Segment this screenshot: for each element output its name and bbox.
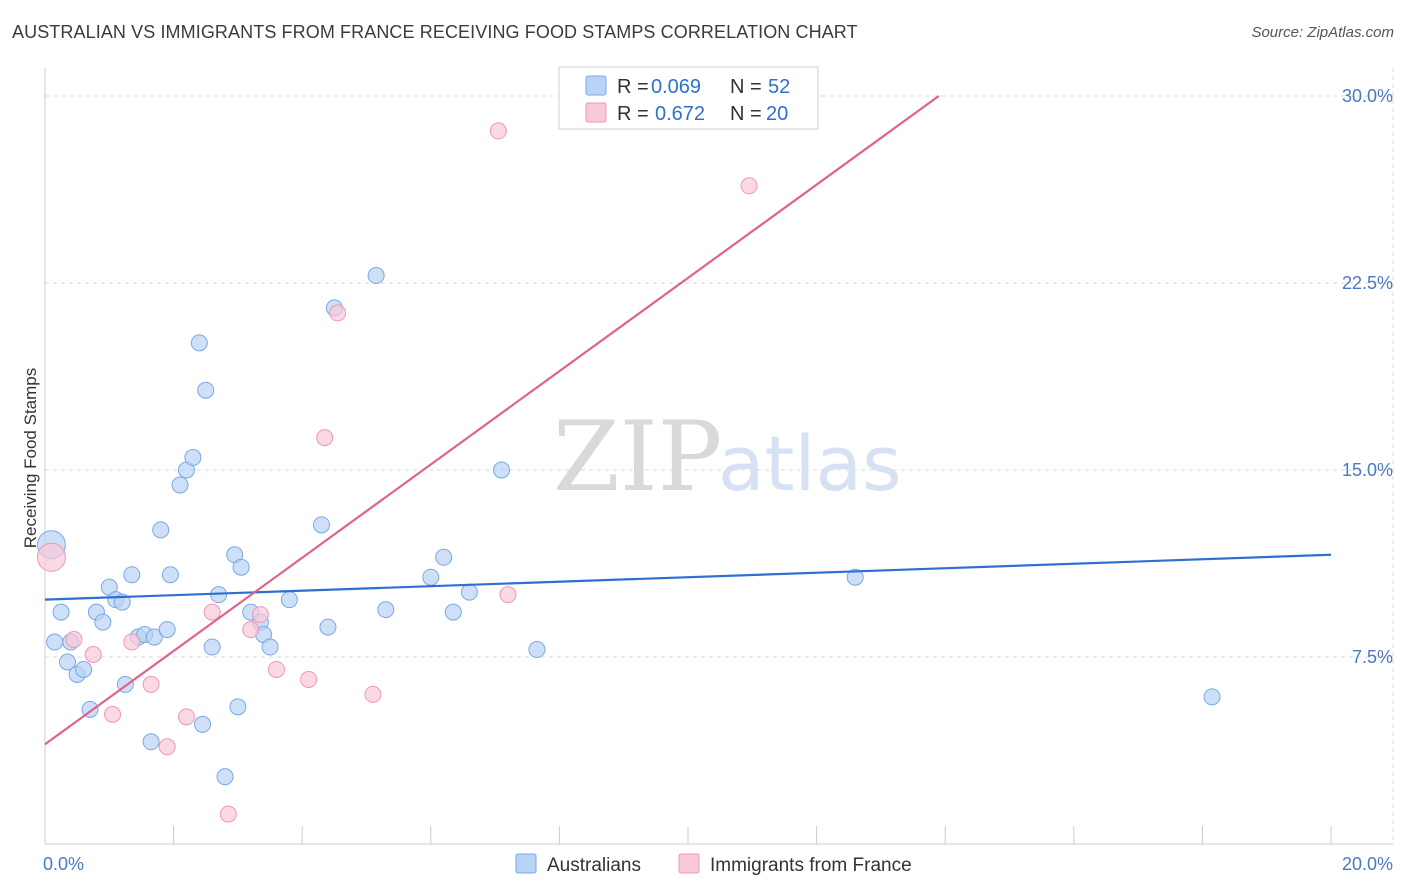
point-france-6 [158,738,176,756]
grid-lines [45,68,1394,844]
point-france-17 [489,122,507,140]
point-australians-25 [190,334,208,352]
series-legend-swatch-australians [515,853,537,874]
point-australians-50 [846,568,864,586]
point-australians-26 [194,715,212,733]
point-australians-3 [59,653,77,671]
point-australians-49 [528,641,546,659]
stats-legend: R = 0.069 N = 52 R = 0.672 N = 20 [558,66,819,130]
legend-n-value-1: 52 [768,76,790,98]
point-australians-22 [171,476,189,494]
point-france-19 [740,177,758,195]
legend-n-label-1: N = [730,76,762,98]
point-australians-21 [161,566,179,584]
point-france-0 [36,542,66,572]
series-legend-swatch-france [678,853,700,874]
point-australians-9 [94,613,112,631]
watermark-zip: ZIP [553,401,722,513]
point-france-4 [123,633,141,651]
point-australians-38 [280,591,298,609]
y-tick-label-2: 22.5% [1342,273,1393,293]
x-tick-label-1: 20.0% [1342,854,1393,874]
point-australians-45 [435,548,453,566]
y-tick-label-1: 15.0% [1342,460,1393,480]
point-france-13 [300,670,318,688]
legend-n-label-2: N = [730,103,762,125]
point-france-8 [203,603,221,621]
point-australians-18 [145,628,163,646]
point-australians-51 [1203,688,1221,706]
y-tick-label-3: 30.0% [1342,86,1393,106]
trend-lines [44,95,1332,746]
point-australians-30 [216,768,234,786]
trend-line-australians [44,553,1332,601]
legend-r-value-2: 0.672 [655,103,705,125]
y-axis-label: Receiving Food Stamps [21,368,40,548]
watermark: ZIP atlas [553,401,902,513]
point-australians-46 [444,603,462,621]
series-legend-label-france: Immigrants from France [710,855,912,876]
point-france-5 [142,675,160,693]
chart-title: AUSTRALIAN VS IMMIGRANTS FROM FRANCE REC… [12,22,858,42]
point-australians-27 [197,381,215,399]
y-tick-label-0: 7.5% [1352,647,1393,667]
legend-swatch-france [585,102,607,123]
legend-r-label-2: R = [617,103,649,125]
series-legend: Australians Immigrants from France [515,853,912,876]
point-france-2 [84,646,102,664]
point-australians-6 [75,660,93,678]
watermark-atlas: atlas [718,419,902,508]
legend-n-value-2: 20 [766,103,788,125]
point-australians-37 [261,638,279,656]
point-australians-24 [184,449,202,467]
point-france-16 [364,685,382,703]
x-tick-label-0: 0.0% [43,854,84,874]
point-france-11 [251,606,269,624]
point-france-3 [104,705,122,723]
point-australians-14 [123,566,141,584]
point-australians-2 [52,603,70,621]
point-australians-48 [493,461,511,479]
point-france-7 [177,708,195,726]
legend-swatch-australians [585,75,607,96]
chart-source: Source: ZipAtlas.com [1251,24,1394,41]
data-points [36,122,1221,823]
point-france-18 [499,586,517,604]
legend-r-label-1: R = [617,76,649,98]
point-australians-17 [142,733,160,751]
point-australians-40 [319,618,337,636]
point-france-9 [219,805,237,823]
axes [44,68,1393,845]
trend-line-france [44,95,940,746]
tick-labels: 7.5% 15.0% 22.5% 30.0% 0.0% 20.0% [43,86,1393,874]
point-australians-32 [229,698,247,716]
point-australians-42 [367,267,385,285]
point-australians-33 [232,558,250,576]
point-australians-39 [312,516,330,534]
point-france-1 [65,631,83,649]
point-france-14 [316,429,334,447]
series-legend-label-australians: Australians [547,855,641,876]
point-australians-28 [203,638,221,656]
point-france-15 [329,304,347,322]
point-australians-20 [158,621,176,639]
point-australians-44 [422,568,440,586]
point-australians-47 [460,583,478,601]
point-france-10 [242,621,260,639]
point-france-12 [267,660,285,678]
point-australians-19 [152,521,170,539]
legend-r-value-1: 0.069 [651,76,701,98]
point-australians-43 [377,601,395,619]
point-australians-1 [46,633,64,651]
